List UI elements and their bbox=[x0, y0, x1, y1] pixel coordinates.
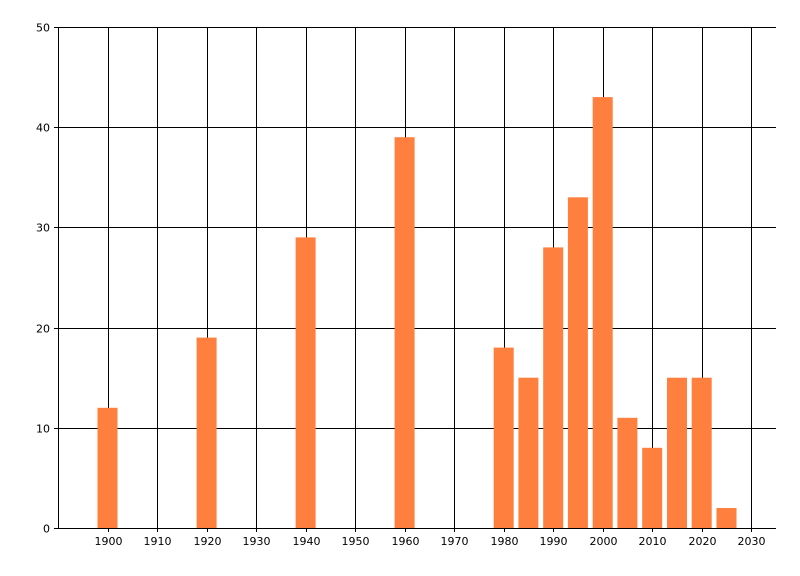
y-tick-label: 20 bbox=[36, 323, 50, 336]
bar-1960 bbox=[394, 137, 415, 528]
bar-1990 bbox=[543, 247, 564, 528]
bar-2020 bbox=[691, 377, 712, 528]
y-tick-label: 50 bbox=[36, 22, 50, 35]
x-tick-label: 1950 bbox=[342, 535, 370, 548]
y-tick-label: 0 bbox=[43, 523, 50, 536]
bar-2000 bbox=[592, 97, 613, 528]
bar-1980 bbox=[493, 347, 514, 528]
x-tick-label: 1980 bbox=[491, 535, 519, 548]
y-tick-label: 10 bbox=[36, 423, 50, 436]
bars bbox=[97, 97, 737, 529]
y-tick-label: 40 bbox=[36, 122, 50, 135]
x-tick-label: 1960 bbox=[392, 535, 420, 548]
bar-2025 bbox=[716, 508, 737, 528]
x-tick-label: 1930 bbox=[243, 535, 271, 548]
y-tick-label: 30 bbox=[36, 222, 50, 235]
x-tick-label: 1910 bbox=[144, 535, 172, 548]
bar-2010 bbox=[642, 447, 663, 528]
bar-2015 bbox=[667, 377, 687, 528]
bar-1995 bbox=[567, 197, 588, 529]
x-tick-label: 2020 bbox=[689, 535, 717, 548]
x-tick-label: 1970 bbox=[441, 535, 469, 548]
axes bbox=[54, 27, 776, 532]
bar-1985 bbox=[518, 377, 539, 528]
x-tick-label: 2030 bbox=[738, 535, 766, 548]
x-tick-label: 1920 bbox=[194, 535, 222, 548]
x-tick-label: 2010 bbox=[639, 535, 667, 548]
bar-1900 bbox=[97, 407, 118, 528]
x-tick-label: 2000 bbox=[590, 535, 618, 548]
x-tick-label: 1940 bbox=[293, 535, 321, 548]
x-tick-label: 1900 bbox=[95, 535, 123, 548]
x-tick-label: 1990 bbox=[540, 535, 568, 548]
bar-1920 bbox=[196, 337, 217, 528]
bar-2005 bbox=[617, 417, 638, 528]
bar-1940 bbox=[295, 237, 316, 528]
